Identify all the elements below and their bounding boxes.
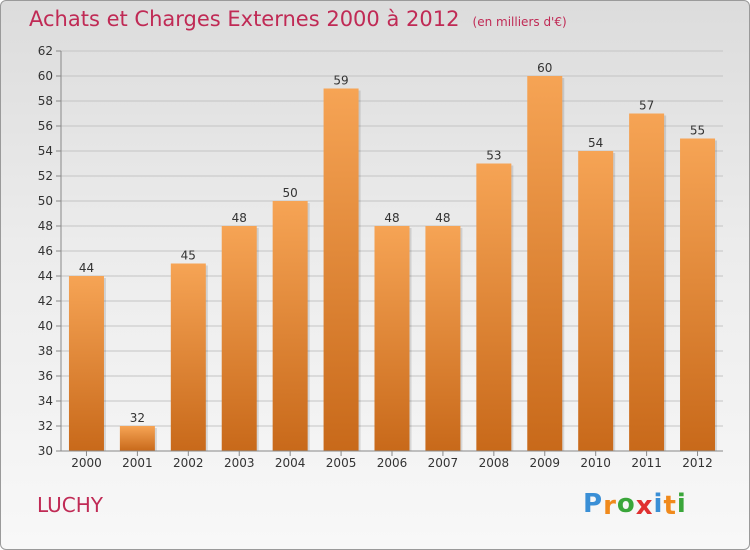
y-tick-label: 32 — [38, 419, 53, 433]
bar — [680, 138, 716, 451]
bar — [323, 88, 359, 451]
x-tick-label: 2012 — [682, 456, 713, 470]
chart-title: Achats et Charges Externes 2000 à 2012 (… — [29, 7, 567, 31]
bar-value-label: 44 — [79, 261, 94, 275]
y-tick-label: 30 — [38, 444, 53, 458]
bar-value-label: 57 — [639, 99, 654, 113]
bar — [425, 226, 461, 451]
bar — [527, 76, 563, 451]
bar-value-label: 59 — [333, 74, 348, 88]
bar-value-label: 50 — [283, 186, 298, 200]
y-tick-label: 54 — [38, 144, 53, 158]
y-tick-label: 34 — [38, 394, 53, 408]
bar-value-label: 32 — [130, 411, 145, 425]
x-tick-label: 2000 — [71, 456, 102, 470]
bar-value-label: 55 — [690, 124, 705, 138]
y-tick-label: 56 — [38, 119, 53, 133]
x-tick-label: 2008 — [479, 456, 510, 470]
y-tick-label: 36 — [38, 369, 53, 383]
title-main: Achats et Charges Externes 2000 à 2012 — [29, 7, 460, 31]
title-unit: (en milliers d'€) — [472, 15, 567, 29]
y-tick-label: 44 — [38, 269, 53, 283]
proxiti-logo: Proxiti — [583, 489, 687, 521]
x-tick-label: 2006 — [377, 456, 408, 470]
logo-letter: x — [635, 491, 654, 521]
y-tick-label: 48 — [38, 219, 53, 233]
bar-value-label: 48 — [435, 211, 450, 225]
y-tick-label: 58 — [38, 94, 53, 108]
x-tick-label: 2002 — [173, 456, 204, 470]
y-tick-label: 40 — [38, 319, 53, 333]
y-tick-label: 50 — [38, 194, 53, 208]
logo-letter: i — [653, 489, 664, 519]
bar — [272, 201, 308, 451]
x-tick-label: 2005 — [326, 456, 357, 470]
bar — [221, 226, 257, 451]
x-tick-label: 2007 — [428, 456, 459, 470]
y-tick-label: 60 — [38, 69, 53, 83]
x-tick-label: 2011 — [631, 456, 662, 470]
bar-value-label: 60 — [537, 61, 552, 75]
commune-name: LUCHY — [37, 493, 104, 517]
bar-value-label: 54 — [588, 136, 603, 150]
y-tick-label: 38 — [38, 344, 53, 358]
bar — [68, 276, 104, 451]
y-tick-label: 52 — [38, 169, 53, 183]
bar — [119, 426, 155, 451]
x-tick-label: 2003 — [224, 456, 255, 470]
bar-value-label: 48 — [384, 211, 399, 225]
x-tick-label: 2010 — [580, 456, 611, 470]
bar-value-label: 53 — [486, 149, 501, 163]
x-tick-label: 2009 — [529, 456, 560, 470]
bar — [170, 263, 206, 451]
logo-letter: o — [616, 489, 636, 519]
logo-letter: t — [663, 491, 677, 521]
bar — [578, 151, 614, 451]
bar-value-label: 48 — [232, 211, 247, 225]
y-tick-label: 46 — [38, 244, 53, 258]
y-tick-label: 62 — [38, 44, 53, 58]
logo-letter: P — [583, 489, 604, 519]
bar — [476, 163, 512, 451]
x-tick-label: 2001 — [122, 456, 153, 470]
logo-letter: r — [603, 491, 617, 521]
bar — [629, 113, 665, 451]
bar-value-label: 45 — [181, 249, 196, 263]
logo-letter: i — [676, 489, 687, 519]
x-tick-label: 2004 — [275, 456, 306, 470]
bar — [374, 226, 410, 451]
y-tick-label: 42 — [38, 294, 53, 308]
